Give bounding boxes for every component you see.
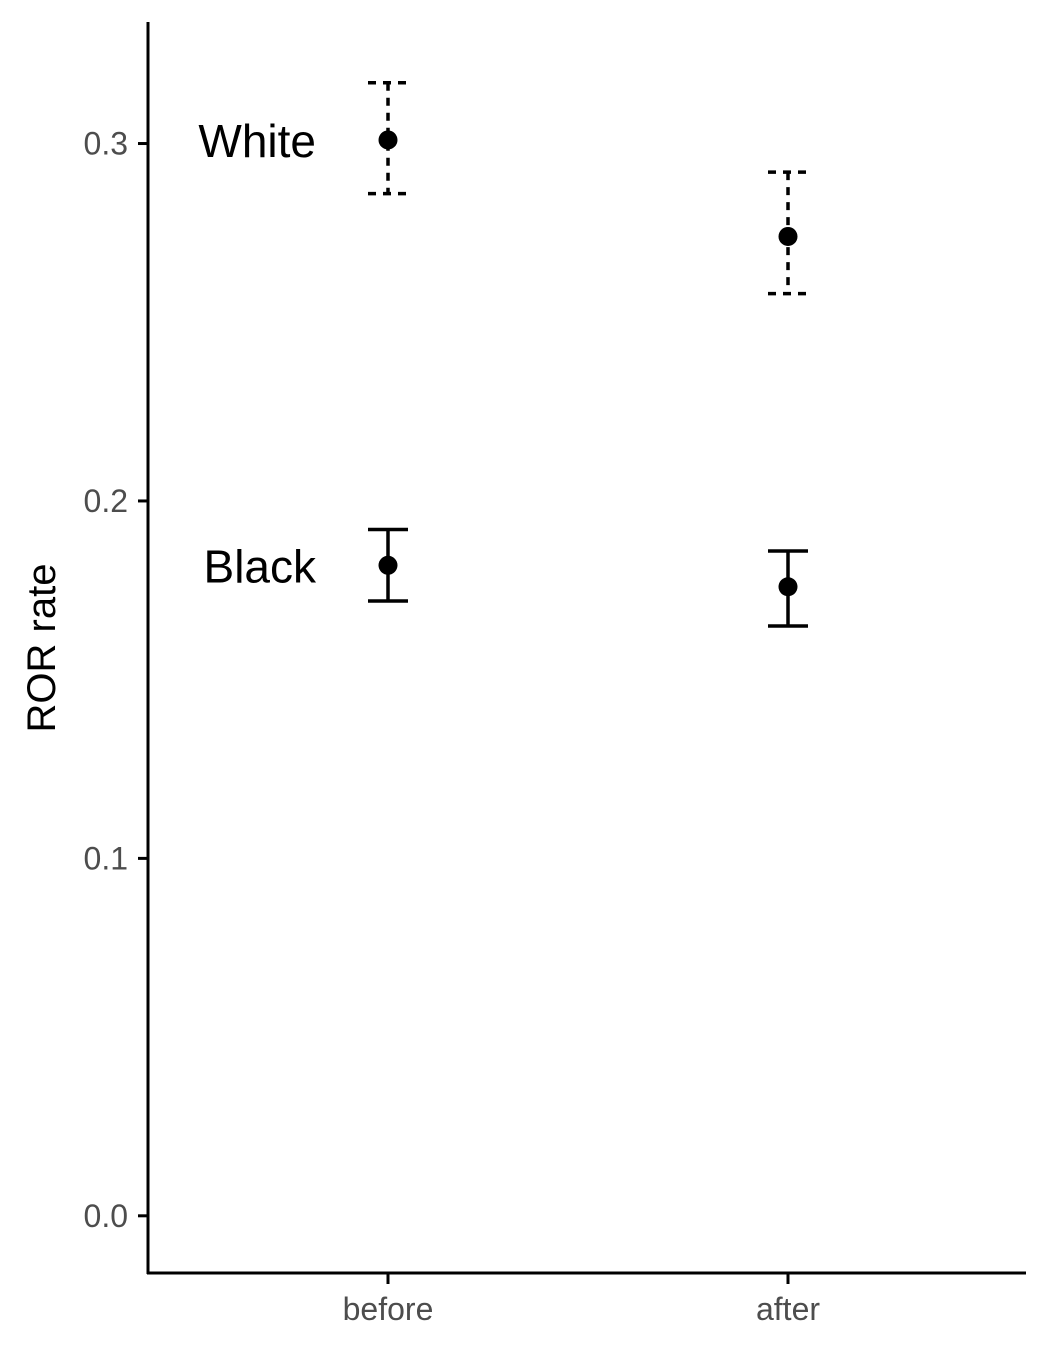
x-ticks: before after xyxy=(343,1273,820,1327)
error-bars xyxy=(368,81,808,628)
y-axis-title: ROR rate xyxy=(20,564,64,733)
data-point xyxy=(778,577,798,597)
data-point xyxy=(778,226,798,246)
data-point xyxy=(378,130,398,150)
data-points xyxy=(378,130,798,597)
y-tick-label: 0.2 xyxy=(84,483,128,519)
y-tick-label: 0.0 xyxy=(84,1198,128,1234)
data-point xyxy=(378,555,398,575)
y-tick-label: 0.3 xyxy=(84,126,128,162)
series-label: Black xyxy=(204,540,317,592)
series-label: White xyxy=(198,115,316,167)
axes xyxy=(146,22,1026,1275)
series-labels: White Black xyxy=(198,115,317,592)
x-tick-label: before xyxy=(343,1291,434,1327)
y-tick-label: 0.1 xyxy=(84,840,128,876)
y-ticks: 0.0 0.1 0.2 0.3 xyxy=(84,126,148,1234)
x-tick-label: after xyxy=(756,1291,820,1327)
